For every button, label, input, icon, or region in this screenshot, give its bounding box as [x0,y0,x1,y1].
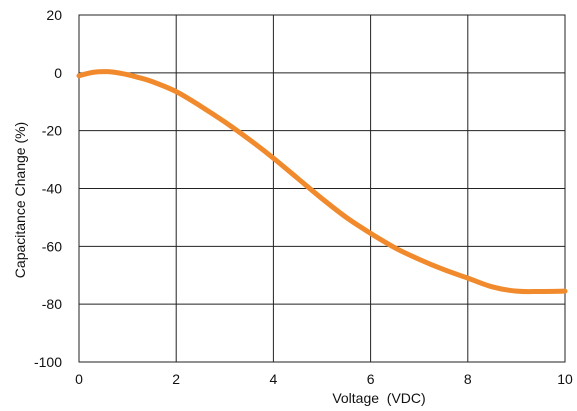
y-tick-labels: 20 0 -20 -40 -60 -80 -100 [34,7,62,370]
x-tick-labels: 0 2 4 6 8 10 [75,371,573,387]
x-tick-label-5: 10 [557,371,573,387]
x-tick-label-0: 0 [75,371,83,387]
y-tick-label-1: 0 [54,65,62,81]
y-tick-label-4: -60 [42,238,62,254]
x-tick-label-4: 8 [464,371,472,387]
grid-lines [79,15,565,362]
y-tick-label-3: -40 [42,181,62,197]
x-tick-label-2: 4 [270,371,278,387]
series-line-0 [76,69,568,295]
x-tick-label-1: 2 [172,371,180,387]
y-tick-label-5: -80 [42,296,62,312]
y-tick-label-2: -20 [42,123,62,139]
x-axis-title: Voltage (VDC) [332,390,425,406]
y-tick-label-0: 20 [46,7,62,23]
series-group [76,69,568,295]
y-axis-title: Capacitance Change (%) [12,122,28,278]
x-tick-label-3: 6 [367,371,375,387]
y-tick-label-6: -100 [34,354,62,370]
